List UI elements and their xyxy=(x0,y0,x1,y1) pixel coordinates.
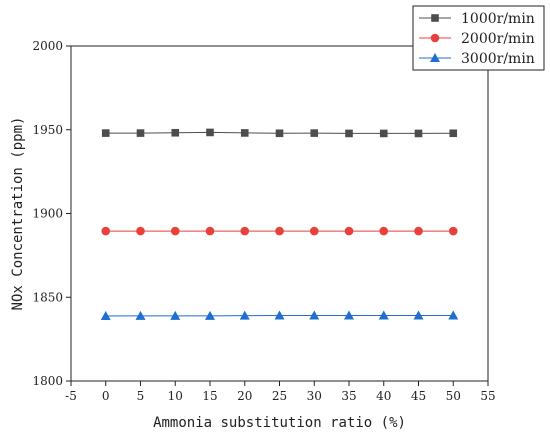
x-tick-label: 25 xyxy=(272,389,287,403)
x-tick-label: 30 xyxy=(307,389,322,403)
data-point xyxy=(379,226,389,236)
x-tick-label: 10 xyxy=(168,389,183,403)
x-tick-label: 45 xyxy=(411,389,426,403)
data-point xyxy=(101,129,110,137)
data-point xyxy=(275,226,284,236)
x-axis-title: Ammonia substitution ratio (%) xyxy=(153,415,406,431)
legend: 1000r/min 2000r/min 3000r/min xyxy=(412,5,545,71)
data-point xyxy=(344,310,354,320)
data-point xyxy=(100,311,111,321)
data-point xyxy=(275,129,284,138)
data-point xyxy=(274,310,285,320)
data-point xyxy=(378,310,389,320)
data-point xyxy=(101,226,111,236)
series-0 xyxy=(101,128,458,138)
series-2 xyxy=(100,310,459,321)
x-tick-label: 0 xyxy=(102,389,110,403)
data-point xyxy=(344,226,354,236)
data-point xyxy=(309,226,319,236)
data-point xyxy=(170,226,180,236)
data-point xyxy=(345,129,353,138)
data-point xyxy=(309,310,320,320)
plot-frame xyxy=(70,45,489,382)
data-point xyxy=(240,226,250,236)
data-point xyxy=(171,128,180,137)
data-point xyxy=(239,310,250,320)
x-tick-label: 20 xyxy=(237,389,252,403)
series-layer xyxy=(100,128,459,321)
data-point xyxy=(310,129,319,137)
legend-marker xyxy=(431,14,439,22)
legend-marker xyxy=(430,53,440,62)
data-point xyxy=(448,226,458,236)
y-tick-label: 1950 xyxy=(32,123,63,137)
data-point xyxy=(205,226,215,236)
x-tick-label: 35 xyxy=(341,389,356,403)
x-tick-label: 55 xyxy=(480,389,495,403)
data-point xyxy=(414,129,423,138)
data-point xyxy=(136,129,145,137)
axes: -5 0 5 10 15 20 25 30 35 40 45 50 55 1800 1850 1900 1950… xyxy=(32,39,495,403)
data-point xyxy=(135,310,146,320)
y-tick-label: 1850 xyxy=(32,290,63,304)
data-point xyxy=(205,310,215,320)
data-point xyxy=(206,128,214,137)
x-tick-label: 15 xyxy=(202,389,217,403)
data-point xyxy=(170,310,181,320)
y-tick-label: 2000 xyxy=(32,39,63,53)
data-point xyxy=(449,129,458,138)
x-tick-label: 50 xyxy=(446,389,461,403)
x-tick-label: -5 xyxy=(65,389,77,403)
data-point xyxy=(414,226,423,236)
y-axis-title: NOx Concentration (ppm) xyxy=(10,117,26,311)
y-tick-label: 1800 xyxy=(32,374,63,388)
data-point xyxy=(136,226,145,236)
legend-label: 1000r/min xyxy=(461,11,535,27)
data-point xyxy=(448,310,459,320)
data-point xyxy=(413,310,424,320)
data-point xyxy=(379,129,388,138)
y-tick-label: 1900 xyxy=(32,207,63,221)
series-1 xyxy=(101,226,458,236)
legend-label: 2000r/min xyxy=(461,31,535,47)
legend-marker xyxy=(430,33,440,43)
x-tick-label: 40 xyxy=(376,389,391,403)
data-point xyxy=(240,129,249,137)
legend-label: 3000r/min xyxy=(461,51,535,67)
x-tick-label: 5 xyxy=(137,389,145,403)
